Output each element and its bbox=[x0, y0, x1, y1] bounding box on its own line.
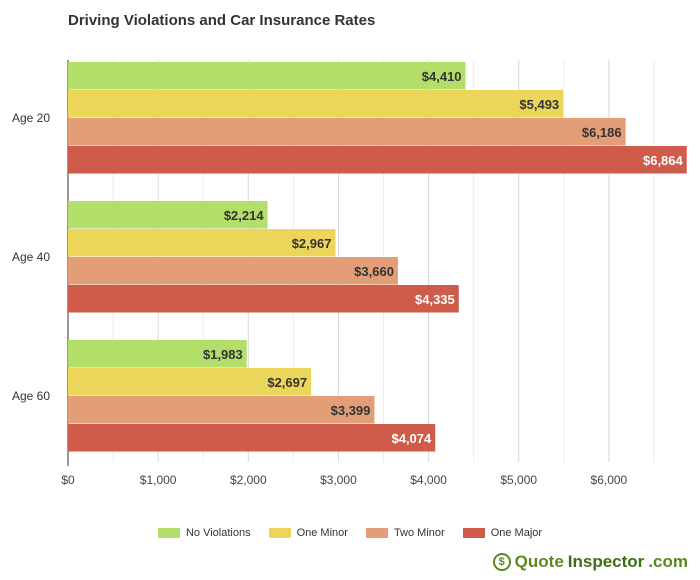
bar bbox=[68, 424, 436, 452]
bar-value-label: $1,983 bbox=[203, 347, 243, 362]
legend-swatch-no-violations bbox=[157, 528, 180, 538]
category-label: Age 60 bbox=[12, 389, 50, 403]
dollar-magnifier-icon: $ bbox=[492, 553, 511, 571]
legend-item-two-minor[interactable]: Two Minor bbox=[365, 527, 445, 539]
bar-value-label: $3,660 bbox=[354, 264, 394, 279]
brand-name-part1: Quote bbox=[514, 552, 564, 571]
legend-label-no-violations: No Violations bbox=[185, 527, 251, 539]
chart-legend: No Violations One Minor Two Minor One Ma… bbox=[0, 527, 700, 539]
bar-value-label: $4,074 bbox=[391, 431, 432, 446]
brand-name-part2: Inspector bbox=[567, 552, 645, 571]
bar bbox=[68, 62, 466, 90]
legend-item-one-major[interactable]: One Major bbox=[462, 527, 543, 539]
legend-swatch-one-major bbox=[462, 528, 485, 538]
x-tick-label: $6,000 bbox=[591, 473, 628, 487]
bar bbox=[68, 340, 247, 368]
brand-logo[interactable]: $ Quote Inspector .com bbox=[492, 552, 688, 572]
bar-value-label: $2,214 bbox=[224, 208, 265, 223]
bar-chart: $0 $1,000 $2,000 $3,000 $4,000 $5,000 $6,000 Ag… bbox=[12, 60, 687, 487]
bar-value-label: $6,186 bbox=[582, 125, 622, 140]
chart-title: Driving Violations and Car Insurance Rat… bbox=[68, 12, 376, 29]
category-label: Age 40 bbox=[12, 250, 50, 264]
legend-label-one-major: One Major bbox=[490, 527, 543, 539]
x-tick-label: $3,000 bbox=[320, 473, 357, 487]
bar-value-label: $2,697 bbox=[267, 375, 307, 390]
category-label: Age 20 bbox=[12, 111, 50, 125]
legend-item-one-minor[interactable]: One Minor bbox=[268, 527, 348, 539]
bar-value-label: $6,864 bbox=[643, 153, 684, 168]
bar bbox=[68, 118, 626, 146]
legend-item-no-violations[interactable]: No Violations bbox=[157, 527, 251, 539]
bar-value-label: $4,335 bbox=[415, 292, 455, 307]
bar bbox=[68, 201, 268, 229]
legend-swatch-two-minor bbox=[365, 528, 388, 538]
legend-label-one-minor: One Minor bbox=[296, 527, 348, 539]
bar-value-label: $4,410 bbox=[422, 69, 462, 84]
bar bbox=[68, 257, 398, 285]
bar bbox=[68, 90, 564, 118]
legend-label-two-minor: Two Minor bbox=[393, 527, 445, 539]
x-tick-label: $2,000 bbox=[230, 473, 267, 487]
bar bbox=[68, 146, 687, 174]
x-tick-label: $1,000 bbox=[140, 473, 177, 487]
bar-value-label: $3,399 bbox=[331, 403, 371, 418]
x-tick-label: $5,000 bbox=[500, 473, 537, 487]
bar-value-label: $2,967 bbox=[292, 236, 332, 251]
bar bbox=[68, 229, 336, 257]
x-tick-label: $4,000 bbox=[410, 473, 447, 487]
bar-value-label: $5,493 bbox=[519, 97, 559, 112]
bar bbox=[68, 396, 375, 424]
bar bbox=[68, 368, 312, 396]
legend-swatch-one-minor bbox=[268, 528, 291, 538]
x-tick-label: $0 bbox=[61, 473, 75, 487]
brand-name-part3: .com bbox=[648, 552, 688, 571]
bar bbox=[68, 285, 459, 313]
